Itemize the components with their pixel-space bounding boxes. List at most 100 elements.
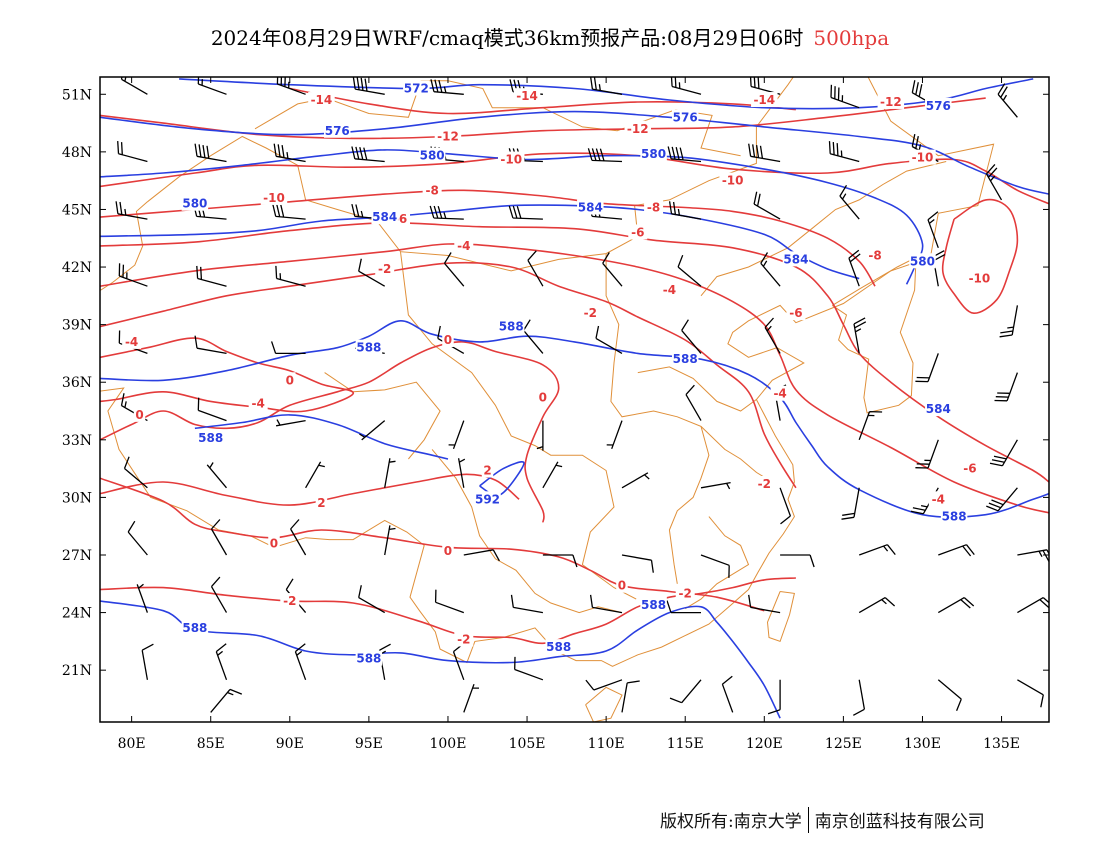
temperature-contour-label: 0 xyxy=(135,408,143,422)
wind-barb xyxy=(595,325,623,354)
height-label-bg xyxy=(371,209,398,225)
temperature-contour-label: 2 xyxy=(483,464,491,478)
wind-barb xyxy=(542,554,578,568)
wind-barb xyxy=(753,191,781,220)
height-label-bg xyxy=(909,253,936,269)
height-label-bg xyxy=(640,596,667,612)
lat-tick-label: 24N xyxy=(62,606,92,622)
wind-barb xyxy=(463,549,500,562)
boundary-province-lines-1 xyxy=(400,251,637,600)
wind-barb xyxy=(434,589,465,614)
temperature-contour-label: -6 xyxy=(789,306,802,320)
temperature-contour-label: -4 xyxy=(251,396,264,410)
temperature-label-bg xyxy=(719,172,746,188)
wind-barb xyxy=(994,372,1019,402)
height-label-bg xyxy=(782,251,810,267)
temperature-contour-10 xyxy=(100,477,765,612)
temperature-label-bg xyxy=(928,491,948,507)
lon-tick-label: 100E xyxy=(429,736,466,752)
height-contour-label: 588 xyxy=(198,431,223,445)
lon-tick-label: 135E xyxy=(983,736,1020,752)
height-contour-4 xyxy=(100,319,1049,518)
lat-tick-label: 48N xyxy=(62,145,92,161)
temperature-label-bg xyxy=(751,92,778,108)
height-contour-label: 592 xyxy=(475,492,500,506)
wind-barb xyxy=(767,679,781,715)
temperature-contour-label: -4 xyxy=(125,335,138,349)
wind-barb xyxy=(668,201,702,220)
wind-barb xyxy=(666,600,701,614)
height-label-bg xyxy=(181,195,209,211)
footer-divider xyxy=(807,807,809,833)
temperature-contour-label: 0 xyxy=(444,333,452,347)
boundary-province-lines-5 xyxy=(324,372,441,460)
temperature-contour-11 xyxy=(100,577,796,645)
wind-barb xyxy=(429,205,464,220)
height-contour-label: 580 xyxy=(641,147,666,161)
wind-barb xyxy=(115,201,148,220)
lon-tick-label: 125E xyxy=(825,736,862,752)
height-label-bg xyxy=(577,199,604,215)
temperature-contour-3 xyxy=(100,189,876,287)
lat-tick-label: 33N xyxy=(62,433,92,449)
height-label-bg xyxy=(545,639,572,655)
height-label-bg xyxy=(925,97,952,113)
temperature-contour-label: -12 xyxy=(880,95,902,109)
height-contour-label: 588 xyxy=(641,598,666,612)
lon-tick-label: 105E xyxy=(509,736,546,752)
wind-barb xyxy=(606,420,623,450)
wind-barb xyxy=(527,250,544,287)
footer-credit: 版权所有:南京大学 南京创蓝科技有限公司 xyxy=(660,807,985,833)
temperature-label-bg xyxy=(616,577,628,593)
wind-barb xyxy=(210,688,243,713)
height-contour-label: 584 xyxy=(783,252,808,266)
wind-barb xyxy=(997,83,1018,118)
wind-barb xyxy=(508,205,543,220)
lat-tick-label: 45N xyxy=(62,202,92,218)
wind-barb xyxy=(760,252,781,287)
height-contour-5 xyxy=(194,414,449,460)
temperature-contour-5 xyxy=(100,243,1049,514)
height-contour-0 xyxy=(179,78,1034,110)
boundary-province-lines-6 xyxy=(637,366,757,412)
temperature-contour-label: 2 xyxy=(317,496,325,510)
temperature-label-bg xyxy=(786,305,806,321)
temperature-contour-label: 0 xyxy=(618,579,626,593)
temperature-contour-label: -4 xyxy=(457,239,470,253)
temperature-label-bg xyxy=(537,389,549,405)
temperature-label-bg xyxy=(675,585,695,601)
plot-area: -14 -14 -14-12-12-12-10-10-10-10-8-8-8-6-6… xyxy=(100,77,1049,722)
temperature-label-bg xyxy=(248,395,268,411)
wind-barb xyxy=(136,583,149,613)
wind-barb xyxy=(210,576,228,613)
lat-tick-label: 36N xyxy=(62,375,92,391)
wind-barb xyxy=(841,487,860,520)
wind-barb xyxy=(853,317,867,354)
height-contour-label: 584 xyxy=(926,402,951,416)
temperature-label-bg xyxy=(422,182,442,198)
wind-barb-layer xyxy=(115,77,1049,716)
wind-barb xyxy=(358,585,386,614)
pressure-level-label: 500hpa xyxy=(813,26,890,50)
lon-tick-label: 90E xyxy=(276,736,304,752)
wind-barb xyxy=(275,419,306,427)
temperature-label-bg xyxy=(628,224,648,240)
wind-barb xyxy=(270,341,306,355)
wind-barb xyxy=(927,211,939,249)
height-contour-label: 588 xyxy=(673,352,698,366)
height-label-bg xyxy=(355,650,383,666)
temperature-contour-label: -10 xyxy=(969,272,991,286)
temperature-contour-label: -8 xyxy=(647,201,660,215)
temperature-contour-label: -10 xyxy=(263,191,285,205)
wind-barb xyxy=(828,141,860,163)
lat-tick-label: 21N xyxy=(62,663,92,679)
height-contour-label: 580 xyxy=(182,197,207,211)
wind-barb xyxy=(272,203,306,220)
wind-barb xyxy=(602,252,623,287)
temperature-contour-label: -14 xyxy=(516,89,538,103)
wind-barb xyxy=(194,335,227,355)
temperature-contour-label: -4 xyxy=(932,492,945,506)
height-label-bg xyxy=(355,339,383,355)
temperature-label-bg xyxy=(122,333,142,349)
